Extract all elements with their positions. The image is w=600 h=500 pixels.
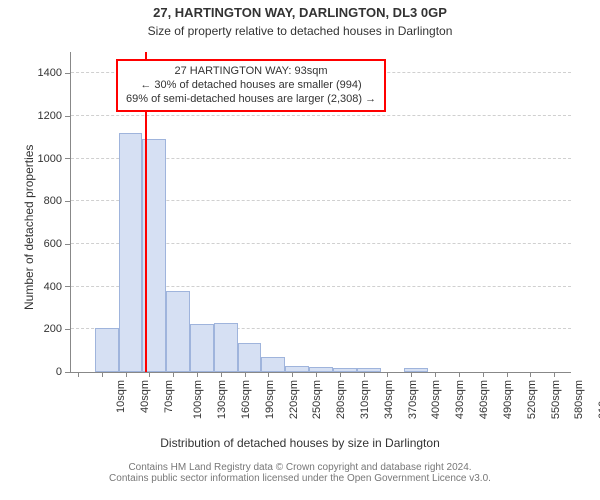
y-tick: 600	[0, 237, 70, 251]
x-tick-label: 250sqm	[312, 380, 324, 419]
y-tick: 1000	[0, 152, 70, 166]
annotation-line-3: 69% of semi-detached houses are larger (…	[126, 93, 376, 107]
x-tick-label: 340sqm	[383, 380, 395, 419]
page-title: 27, HARTINGTON WAY, DARLINGTON, DL3 0GP	[0, 5, 600, 20]
x-tick-mark	[149, 372, 150, 377]
x-tick-label: 370sqm	[407, 380, 419, 419]
x-tick-mark	[245, 372, 246, 377]
x-tick-mark	[340, 372, 341, 377]
x-tick-label: 280sqm	[335, 380, 347, 419]
x-tick-mark	[78, 372, 79, 377]
x-tick-mark	[554, 372, 555, 377]
annotation-line-2: ← 30% of detached houses are smaller (99…	[126, 79, 376, 93]
histogram-bar	[214, 323, 238, 372]
y-tick: 800	[0, 194, 70, 208]
x-tick-mark	[483, 372, 484, 377]
footer-line-1: Contains HM Land Registry data © Crown c…	[0, 462, 600, 473]
x-tick-mark	[435, 372, 436, 377]
y-tick: 1200	[0, 109, 70, 123]
x-tick-label: 40sqm	[139, 380, 151, 413]
footer-attribution: Contains HM Land Registry data © Crown c…	[0, 462, 600, 484]
x-tick-label: 580sqm	[573, 380, 585, 419]
annotation-line-1: 27 HARTINGTON WAY: 93sqm	[126, 65, 376, 79]
x-tick-label: 400sqm	[431, 380, 443, 419]
x-tick-mark	[197, 372, 198, 377]
chart-plot-area: 27 HARTINGTON WAY: 93sqm ← 30% of detach…	[70, 52, 571, 373]
x-tick-mark	[268, 372, 269, 377]
x-tick-label: 70sqm	[163, 380, 175, 413]
x-tick-label: 460sqm	[478, 380, 490, 419]
x-tick-label: 100sqm	[193, 380, 205, 419]
x-tick-mark	[292, 372, 293, 377]
histogram-bar	[238, 343, 262, 372]
x-tick-label: 490sqm	[502, 380, 514, 419]
y-tick: 400	[0, 280, 70, 294]
x-tick-label: 520sqm	[526, 380, 538, 419]
x-tick-label: 130sqm	[216, 380, 228, 419]
x-axis-label: Distribution of detached houses by size …	[0, 436, 600, 450]
x-tick-mark	[316, 372, 317, 377]
x-tick-mark	[221, 372, 222, 377]
x-tick-label: 10sqm	[115, 380, 127, 413]
x-tick-label: 550sqm	[550, 380, 562, 419]
histogram-bar	[285, 366, 309, 372]
histogram-bar	[190, 324, 214, 372]
x-tick-label: 190sqm	[264, 380, 276, 419]
histogram-bar	[309, 367, 333, 372]
x-tick-mark	[507, 372, 508, 377]
x-tick-label: 310sqm	[359, 380, 371, 419]
histogram-bar	[119, 133, 143, 372]
x-tick-mark	[530, 372, 531, 377]
y-tick: 200	[0, 322, 70, 336]
y-tick: 1400	[0, 66, 70, 80]
x-tick-mark	[102, 372, 103, 377]
histogram-bar	[333, 368, 357, 372]
histogram-bar	[357, 368, 381, 372]
histogram-bar	[261, 357, 285, 372]
x-tick-mark	[364, 372, 365, 377]
x-tick-label: 160sqm	[240, 380, 252, 419]
x-tick-mark	[459, 372, 460, 377]
x-tick-label: 430sqm	[454, 380, 466, 419]
footer-line-2: Contains public sector information licen…	[0, 473, 600, 484]
x-tick-mark	[411, 372, 412, 377]
x-tick-label: 220sqm	[288, 380, 300, 419]
y-tick: 0	[0, 365, 70, 379]
x-tick-mark	[126, 372, 127, 377]
annotation-box: 27 HARTINGTON WAY: 93sqm ← 30% of detach…	[116, 59, 386, 112]
histogram-bar	[404, 368, 428, 372]
x-tick-mark	[387, 372, 388, 377]
histogram-bar	[95, 328, 119, 372]
page-subtitle: Size of property relative to detached ho…	[0, 24, 600, 38]
x-tick-mark	[173, 372, 174, 377]
histogram-bar	[166, 291, 190, 372]
